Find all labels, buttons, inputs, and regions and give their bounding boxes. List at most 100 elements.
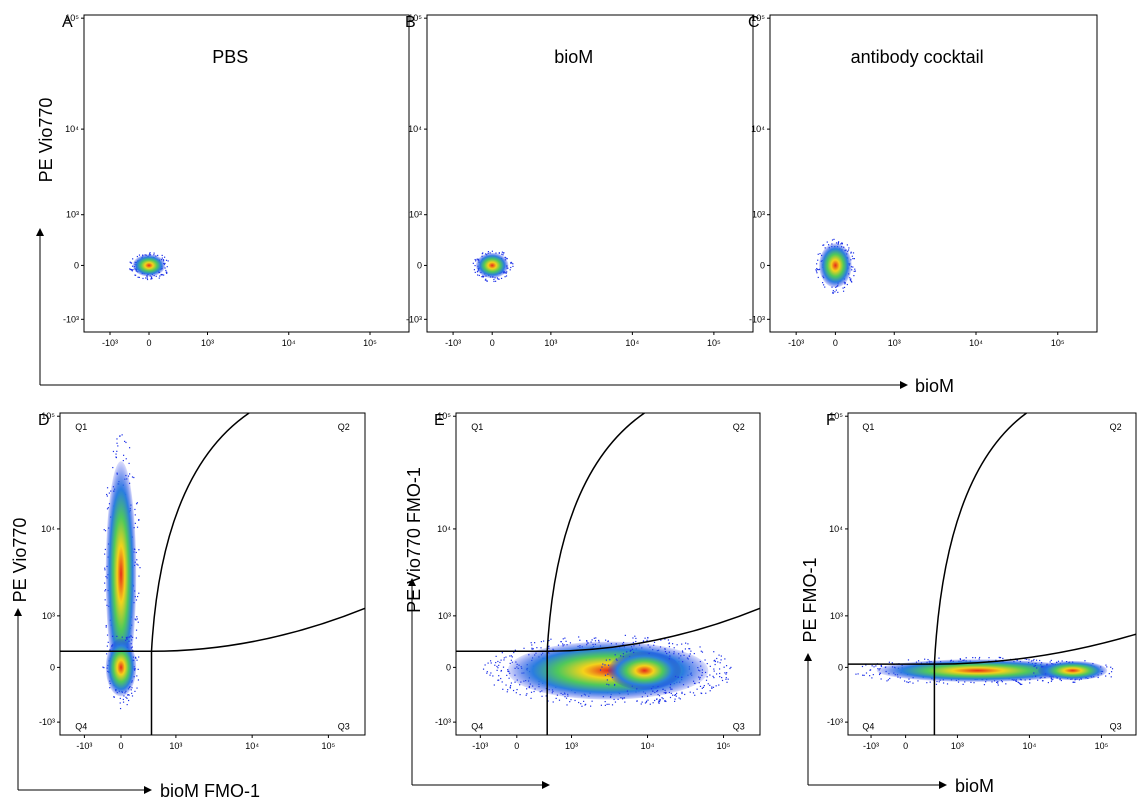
event-dot <box>692 692 695 694</box>
event-dot <box>112 466 114 469</box>
event-dot <box>146 275 148 278</box>
event-dot <box>505 272 507 274</box>
event-dot <box>498 664 500 666</box>
event-dot <box>130 262 132 264</box>
event-dot <box>658 700 660 702</box>
event-dot <box>997 682 999 684</box>
event-dot <box>498 679 500 681</box>
event-dot <box>514 681 516 683</box>
quadrant-label: Q4 <box>471 721 483 731</box>
event-dot <box>131 270 133 272</box>
event-dot <box>494 664 496 666</box>
event-dot <box>720 659 722 661</box>
x-axis-label: bioM FMO-1 <box>160 781 260 801</box>
event-dot <box>834 291 836 293</box>
event-dot <box>865 664 867 666</box>
event-dot <box>606 683 608 685</box>
event-dot <box>138 518 140 521</box>
quadrant-label: Q1 <box>862 422 874 432</box>
event-dot <box>135 657 137 659</box>
event-dot <box>1050 659 1052 662</box>
y-tick-label: 10⁵ <box>751 13 765 23</box>
x-tick-label: 10⁵ <box>1051 338 1065 348</box>
y-tick-label: 0 <box>50 662 55 672</box>
event-dot <box>138 656 140 658</box>
x-tick-label: 10⁴ <box>282 338 296 348</box>
y-tick-label: -10³ <box>63 314 79 324</box>
event-dot <box>162 259 165 261</box>
event-dot <box>492 675 494 677</box>
event-dot <box>685 642 687 644</box>
event-dot <box>1110 676 1112 678</box>
event-dot <box>1049 661 1051 663</box>
y-tick-label: 10⁵ <box>829 411 843 421</box>
event-dot <box>569 701 571 703</box>
panel-letter: F <box>826 412 836 429</box>
event-dot <box>720 655 722 657</box>
event-dot <box>134 274 137 276</box>
event-dot <box>904 680 906 682</box>
y-tick-label: 10³ <box>752 210 765 220</box>
event-dot <box>706 676 708 678</box>
event-dot <box>547 700 549 702</box>
event-dot <box>115 453 117 455</box>
event-dot <box>853 258 855 260</box>
event-dot <box>1028 659 1030 661</box>
event-dot <box>699 685 702 687</box>
event-dot <box>565 697 568 699</box>
event-dot <box>119 707 122 710</box>
event-dot <box>103 529 105 531</box>
x-tick-label: 10⁵ <box>322 741 336 751</box>
event-dot <box>136 687 138 689</box>
event-dot <box>500 277 503 280</box>
event-dot <box>519 684 521 686</box>
event-dot <box>713 668 715 670</box>
event-dot <box>857 673 859 675</box>
event-dot <box>104 589 107 591</box>
event-dot <box>854 270 857 272</box>
event-dot <box>816 263 818 265</box>
event-dot <box>1039 659 1041 662</box>
event-dot <box>852 257 854 260</box>
event-dot <box>1105 675 1107 677</box>
event-dot <box>119 697 121 700</box>
event-dot <box>999 656 1002 659</box>
event-dot <box>489 674 491 676</box>
event-dot <box>842 290 845 292</box>
event-dot <box>552 701 554 703</box>
event-dot <box>502 252 505 254</box>
event-dot <box>678 697 680 699</box>
event-dot <box>490 662 492 664</box>
event-dot <box>713 670 715 672</box>
event-dot <box>907 659 910 661</box>
event-dot <box>133 476 135 479</box>
event-dot <box>679 698 681 700</box>
event-dot <box>724 658 726 660</box>
x-tick-label: 10³ <box>565 741 578 751</box>
event-dot <box>149 253 151 255</box>
event-dot <box>490 672 492 674</box>
event-dot <box>106 487 109 489</box>
event-dot <box>837 291 839 293</box>
event-dot <box>138 254 141 256</box>
event-dot <box>607 673 609 675</box>
event-dot <box>530 642 532 644</box>
density-blob <box>105 638 137 697</box>
y-tick-label: 0 <box>417 260 422 270</box>
event-dot <box>116 438 118 440</box>
event-dot <box>668 646 671 648</box>
event-dot <box>579 639 581 641</box>
event-dot <box>493 684 495 686</box>
event-dot <box>869 675 871 677</box>
quadrant-label: Q2 <box>733 422 745 432</box>
event-dot <box>474 271 476 274</box>
event-dot <box>135 503 138 505</box>
event-dot <box>130 689 132 691</box>
event-dot <box>1050 678 1052 680</box>
event-dot <box>724 672 726 674</box>
event-dot <box>104 530 107 532</box>
event-dot <box>721 679 724 682</box>
event-dot <box>150 277 153 279</box>
x-tick-label: 10³ <box>169 741 182 751</box>
event-dot <box>158 277 160 279</box>
